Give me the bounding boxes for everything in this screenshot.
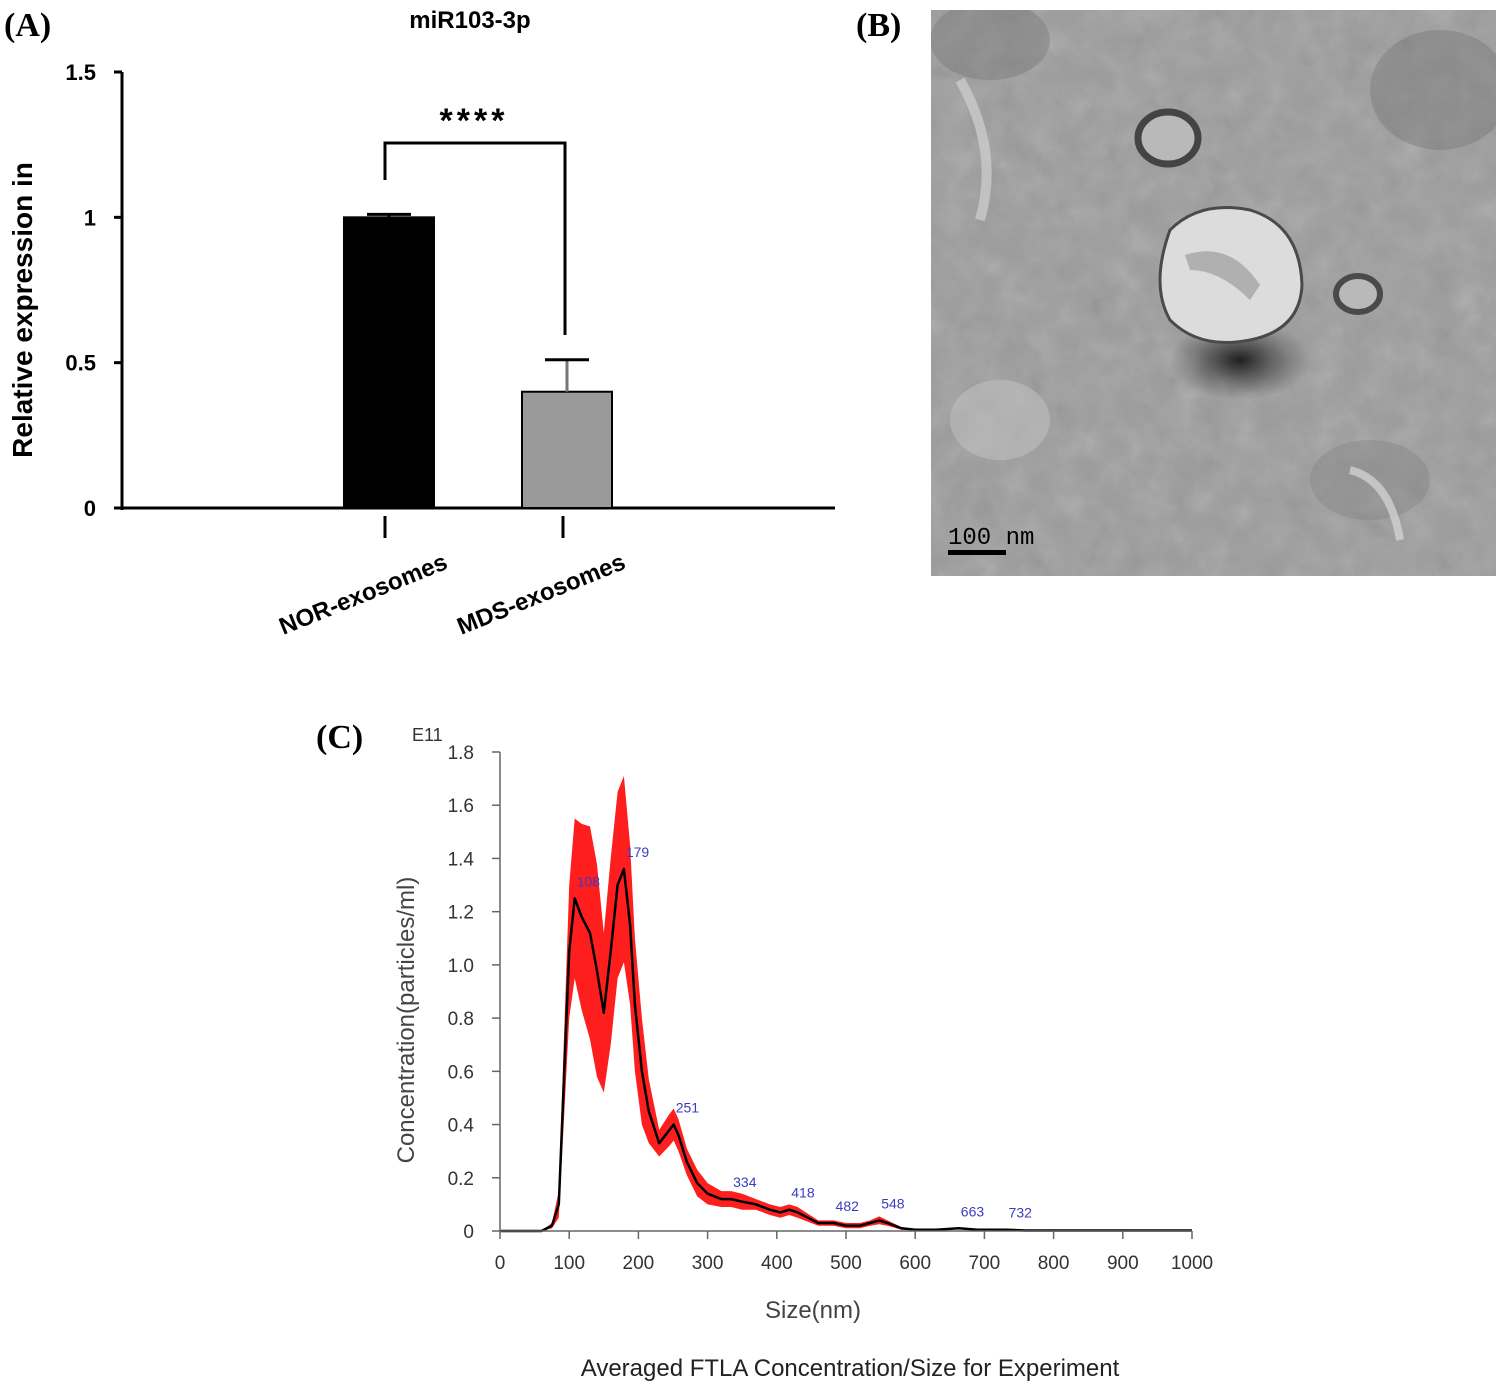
size-chart-xticks: 0 100 200 300 400 500 600 700 800 900 1000: [495, 1231, 1213, 1274]
bar-chart-mir103: miR103-3p Relative expression in 0 0.5 1 1.…: [7, 7, 835, 641]
y-tick-label: 1.2: [448, 903, 474, 924]
scale-bar: [948, 550, 1006, 555]
y-tick-label: 1.6: [448, 796, 474, 817]
peak-label: 334: [733, 1174, 757, 1190]
peak-label: 418: [791, 1185, 815, 1201]
bar-chart-categories: NOR-exosomes MDS-exosomes: [275, 516, 629, 641]
peak-label: 482: [836, 1198, 860, 1214]
y-tick-label: 1.5: [65, 60, 96, 85]
small-vesicle: [1333, 273, 1383, 315]
peak-label: 251: [676, 1100, 700, 1116]
peak-label: 108: [577, 873, 601, 889]
concentration-error-band: [500, 776, 1192, 1231]
x-tick-label: 200: [623, 1253, 655, 1274]
panel-label-a: (A): [4, 7, 51, 44]
size-chart-xlabel: Size(nm): [765, 1297, 861, 1324]
significance-bracket-line: [383, 141, 567, 335]
y-tick-label: 0: [84, 496, 96, 521]
bar-chart-yticks: 0 0.5 1 1.5: [65, 60, 122, 521]
y-tick-label: 1.0: [448, 956, 474, 977]
x-tick-label: 700: [969, 1253, 1001, 1274]
y-tick-label: 0: [463, 1222, 474, 1243]
significance-stars: ****: [440, 102, 509, 140]
y-tick-label: 0.8: [448, 1009, 474, 1030]
category-label: MDS-exosomes: [453, 549, 629, 641]
small-vesicle: [1134, 108, 1202, 168]
x-tick-label: 400: [761, 1253, 793, 1274]
x-tick-label: 300: [692, 1253, 724, 1274]
peak-label: 179: [626, 844, 650, 860]
bar: [521, 390, 613, 510]
y-tick-label: 0.4: [448, 1116, 475, 1137]
x-tick-label: 100: [553, 1253, 585, 1274]
bar-chart-title: miR103-3p: [409, 7, 530, 34]
peak-label: 663: [961, 1203, 985, 1219]
scale-bar-label: 100 nm: [948, 525, 1034, 552]
bar-chart-ylabel: Relative expression in: [7, 162, 38, 458]
y-tick-label: 1.8: [448, 743, 474, 764]
size-chart-title: Averaged FTLA Concentration/Size for Exp…: [581, 1355, 1120, 1382]
y-tick-label: 1: [84, 205, 96, 230]
bar-chart-bars: [343, 212, 613, 510]
concentration-line: [500, 867, 1192, 1233]
error-band: [500, 776, 1192, 1231]
y-tick-label: 0.6: [448, 1062, 474, 1083]
bar-chart-axes: [120, 72, 835, 510]
peak-label: 732: [1009, 1205, 1033, 1221]
x-tick-label: 0: [495, 1253, 506, 1274]
x-tick-label: 1000: [1171, 1253, 1213, 1274]
y-tick-label: 1.4: [448, 849, 475, 870]
size-distribution-chart: E11 Concentration(particles/ml) Size(nm)…: [393, 725, 1213, 1382]
x-tick-label: 600: [899, 1253, 931, 1274]
series-line: [500, 867, 1192, 1233]
panel-label-c: (C): [316, 719, 363, 756]
y-tick-label: 0.2: [448, 1169, 474, 1190]
x-tick-label: 900: [1107, 1253, 1139, 1274]
category-label: NOR-exosomes: [275, 549, 451, 641]
panel-label-b: (B): [856, 7, 901, 44]
size-chart-yticks: 0 0.2 0.4 0.6 0.8 1.0 1.2 1.4 1.6 1.8: [448, 743, 500, 1243]
x-tick-label: 800: [1038, 1253, 1070, 1274]
y-tick-label: 0.5: [65, 351, 96, 376]
peak-labels: 108 179 251 334 418 482 548 663 732: [577, 844, 1032, 1221]
x-tick-label: 500: [830, 1253, 862, 1274]
tem-micrograph: 100 nm: [931, 10, 1496, 576]
peak-label: 548: [881, 1195, 905, 1211]
y-multiplier-label: E11: [412, 725, 443, 745]
significance-bracket: ****: [383, 102, 567, 335]
bar: [343, 216, 435, 509]
size-chart-ylabel: Concentration(particles/ml): [393, 877, 420, 1164]
